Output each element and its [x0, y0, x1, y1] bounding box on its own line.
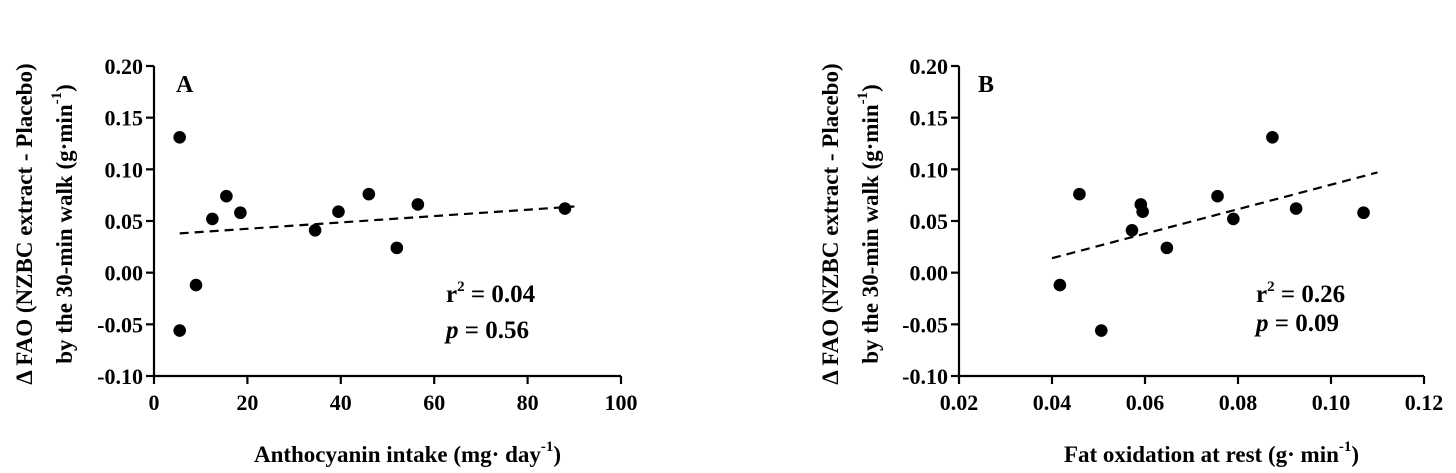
chart-b-x-tick-label: 0.12 — [1405, 390, 1444, 415]
chart-b-r-squared: r2 = 0.26 — [1256, 279, 1345, 308]
chart-a-panel-letter: A — [176, 72, 194, 98]
chart-b-data-point — [1073, 187, 1086, 201]
chart-b-data-point — [1125, 224, 1139, 237]
chart-b-data-point — [1211, 189, 1224, 203]
chart-b-x-tick-label: 0.10 — [1312, 390, 1351, 415]
chart-b-x-tick-label: 0.08 — [1219, 390, 1258, 415]
chart-a-x-axis-title: Anthocyanin intake (mg· day-1) — [254, 439, 561, 467]
chart-a-trendline — [179, 205, 575, 235]
chart-a-data-point — [390, 241, 404, 255]
chart-b-data-point — [1227, 212, 1240, 226]
chart-b-panel-letter: B — [978, 72, 994, 98]
chart-b-y-tick-label: 0.20 — [910, 54, 949, 79]
chart-b-data-point — [1053, 278, 1067, 292]
chart-a-y-tick-label: 0.00 — [105, 261, 144, 286]
chart-a-data-point — [558, 202, 572, 215]
chart-b-data-point — [1357, 206, 1370, 220]
chart-b-y-tick-label: 0.00 — [910, 261, 949, 286]
chart-a-data-point — [411, 198, 425, 211]
chart-a-data-point — [189, 278, 203, 292]
chart-b-x-tick-label: 0.02 — [940, 390, 979, 415]
chart-a-data-point — [220, 189, 233, 203]
chart-a-y-tick-label: 0.10 — [105, 157, 144, 182]
chart-b-data-point — [1160, 241, 1174, 255]
chart-b-x-tick-label: 0.06 — [1126, 390, 1165, 415]
chart-b-y-tick-label: 0.10 — [910, 157, 949, 182]
chart-a-x-tick-label: 100 — [605, 390, 638, 415]
chart-b-data-point — [1266, 131, 1279, 144]
chart-a-data-point — [173, 324, 186, 337]
chart-a-y-tick-label: 0.15 — [105, 106, 144, 131]
chart-a: -0.10 -0.05 0.00 0.05 0.10 0.15 0.20 0 20 40 60 80 1… — [12, 54, 638, 467]
chart-a-x-tick-label: 60 — [423, 390, 445, 415]
chart-a-y-axis-title-line2: by the 30-min walk (g·min-1) — [49, 84, 77, 364]
chart-a-p-value: p = 0.56 — [444, 317, 529, 344]
chart-a-data-point — [308, 224, 322, 237]
chart-b-y-axis-title-line2: by the 30-min walk (g·min-1) — [855, 84, 883, 364]
chart-a-y-tick-label: -0.10 — [97, 364, 143, 389]
chart-b-data-point — [1094, 324, 1108, 337]
chart-b-y-tick-label: 0.05 — [910, 209, 949, 234]
chart-a-x-tick-label: 0 — [149, 390, 160, 415]
chart-a-y-tick-label: -0.05 — [97, 312, 143, 337]
chart-b-x-tick-label: 0.04 — [1033, 390, 1072, 415]
chart-a-x-tick-label: 80 — [517, 390, 539, 415]
chart-b-y-tick-label: -0.05 — [902, 312, 948, 337]
chart-b-y-axis-title-line1: Δ FAO (NZBC extract - Placebo) — [818, 63, 843, 384]
chart-b: -0.10 -0.05 0.00 0.05 0.10 0.15 0.20 0.02 0.04 0.… — [818, 54, 1443, 467]
chart-a-y-axis-title-line1: Δ FAO (NZBC extract - Placebo) — [12, 63, 37, 384]
chart-b-data-point — [1289, 202, 1303, 215]
chart-a-data-point — [173, 131, 186, 144]
chart-b-data-point — [1136, 205, 1149, 218]
chart-a-y-tick-label: 0.05 — [105, 209, 144, 234]
chart-b-y-tick-label: 0.15 — [910, 106, 949, 131]
chart-a-r-squared: r2 = 0.04 — [446, 279, 536, 308]
chart-a-data-point — [234, 206, 247, 220]
chart-b-y-tick-label: -0.10 — [902, 364, 948, 389]
chart-b-x-axis-title: Fat oxidation at rest (g· min-1) — [1064, 439, 1359, 467]
chart-a-data-point — [362, 187, 376, 201]
chart-a-data-point — [332, 205, 345, 218]
chart-a-y-tick-label: 0.20 — [105, 54, 144, 79]
chart-b-trendline — [1051, 171, 1378, 260]
chart-a-x-tick-label: 40 — [330, 390, 352, 415]
chart-a-data-point — [206, 212, 219, 226]
chart-b-p-value: p = 0.09 — [1254, 310, 1339, 337]
chart-a-x-tick-label: 20 — [236, 390, 258, 415]
